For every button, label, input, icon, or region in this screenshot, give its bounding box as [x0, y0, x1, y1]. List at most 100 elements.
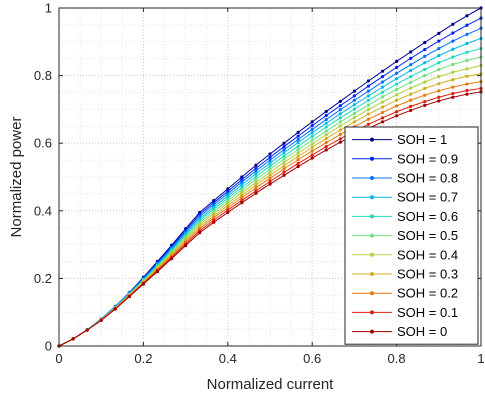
data-point — [465, 74, 469, 78]
x-tick-label: 0.2 — [134, 351, 152, 366]
data-point — [226, 187, 230, 191]
data-point — [127, 295, 131, 299]
x-tick-label: 1 — [477, 351, 484, 366]
legend-label: SOH = 0.6 — [397, 209, 458, 224]
legend-label: SOH = 0.9 — [397, 151, 458, 166]
data-point — [352, 115, 356, 120]
data-point — [310, 149, 314, 153]
data-point — [296, 151, 300, 155]
data-point — [310, 153, 314, 157]
legend-marker — [370, 176, 374, 180]
data-point — [380, 105, 385, 109]
data-point — [366, 79, 371, 83]
data-point — [254, 172, 258, 176]
data-point — [254, 169, 258, 173]
data-point — [352, 103, 356, 107]
data-point — [282, 151, 286, 155]
data-point — [268, 164, 272, 168]
data-point — [395, 87, 399, 92]
data-point — [282, 154, 286, 158]
data-point — [212, 216, 216, 220]
data-point — [423, 40, 427, 45]
data-point — [324, 113, 328, 118]
data-point — [212, 220, 216, 224]
data-point — [338, 104, 342, 108]
data-point — [409, 80, 413, 84]
legend-entry: SOH = 0.1 — [352, 305, 458, 320]
data-point — [465, 67, 469, 71]
data-point — [324, 129, 328, 133]
plot-frame — [58, 7, 482, 347]
data-point — [240, 188, 244, 192]
data-point — [268, 182, 272, 186]
data-point — [268, 173, 272, 177]
data-point — [409, 63, 413, 67]
data-point — [451, 31, 455, 35]
data-point — [310, 120, 314, 124]
data-point — [310, 145, 314, 149]
data-point — [366, 89, 371, 93]
data-point — [226, 189, 230, 193]
data-point — [296, 134, 300, 138]
data-point — [423, 61, 427, 65]
data-point — [437, 39, 441, 43]
data-point — [395, 82, 399, 86]
data-point — [296, 144, 300, 148]
data-point — [254, 177, 258, 181]
legend-entry: SOH = 0 — [352, 324, 447, 339]
data-point — [282, 167, 286, 171]
data-point — [465, 88, 469, 93]
data-point — [296, 148, 300, 152]
data-point — [352, 120, 356, 124]
legend-marker — [370, 214, 374, 219]
data-point — [366, 107, 371, 111]
data-point — [282, 160, 286, 165]
data-point — [380, 95, 385, 99]
data-point — [268, 167, 272, 171]
data-point — [395, 59, 399, 64]
data-point — [423, 74, 427, 78]
data-point — [198, 231, 202, 235]
data-point — [282, 157, 286, 161]
data-point — [437, 61, 441, 65]
data-point — [268, 155, 272, 159]
data-point — [240, 175, 244, 179]
data-point — [254, 180, 258, 185]
legend-entry: SOH = 0.2 — [352, 286, 458, 301]
data-point — [254, 166, 258, 170]
data-point — [465, 50, 469, 54]
data-point — [395, 98, 399, 102]
data-point — [409, 50, 413, 54]
legend-entry: SOH = 1 — [352, 132, 447, 147]
data-point — [338, 99, 342, 103]
data-point — [338, 124, 342, 128]
data-point — [352, 107, 356, 111]
data-point — [352, 89, 356, 93]
data-point — [380, 69, 385, 73]
data-point — [169, 257, 174, 261]
data-point — [465, 92, 469, 96]
data-point — [437, 89, 441, 93]
data-point — [324, 144, 328, 149]
data-point — [352, 98, 356, 102]
data-point — [254, 183, 258, 187]
legend-marker — [370, 137, 374, 142]
legend-label: SOH = 0.1 — [397, 305, 458, 320]
legend-label: SOH = 0.3 — [397, 267, 458, 282]
x-axis-label: Normalized current — [207, 376, 335, 393]
data-point — [141, 282, 145, 286]
data-point — [268, 152, 272, 156]
data-point — [465, 82, 469, 86]
data-point — [240, 178, 244, 182]
data-point — [254, 189, 258, 193]
data-point — [226, 201, 230, 205]
data-point — [240, 190, 244, 195]
data-point — [282, 148, 286, 152]
data-point — [268, 170, 272, 174]
data-point — [282, 173, 286, 177]
data-point — [310, 127, 314, 131]
data-point — [240, 193, 244, 197]
data-point — [352, 94, 356, 98]
data-point — [437, 31, 441, 35]
legend-label: SOH = 0.2 — [397, 286, 458, 301]
